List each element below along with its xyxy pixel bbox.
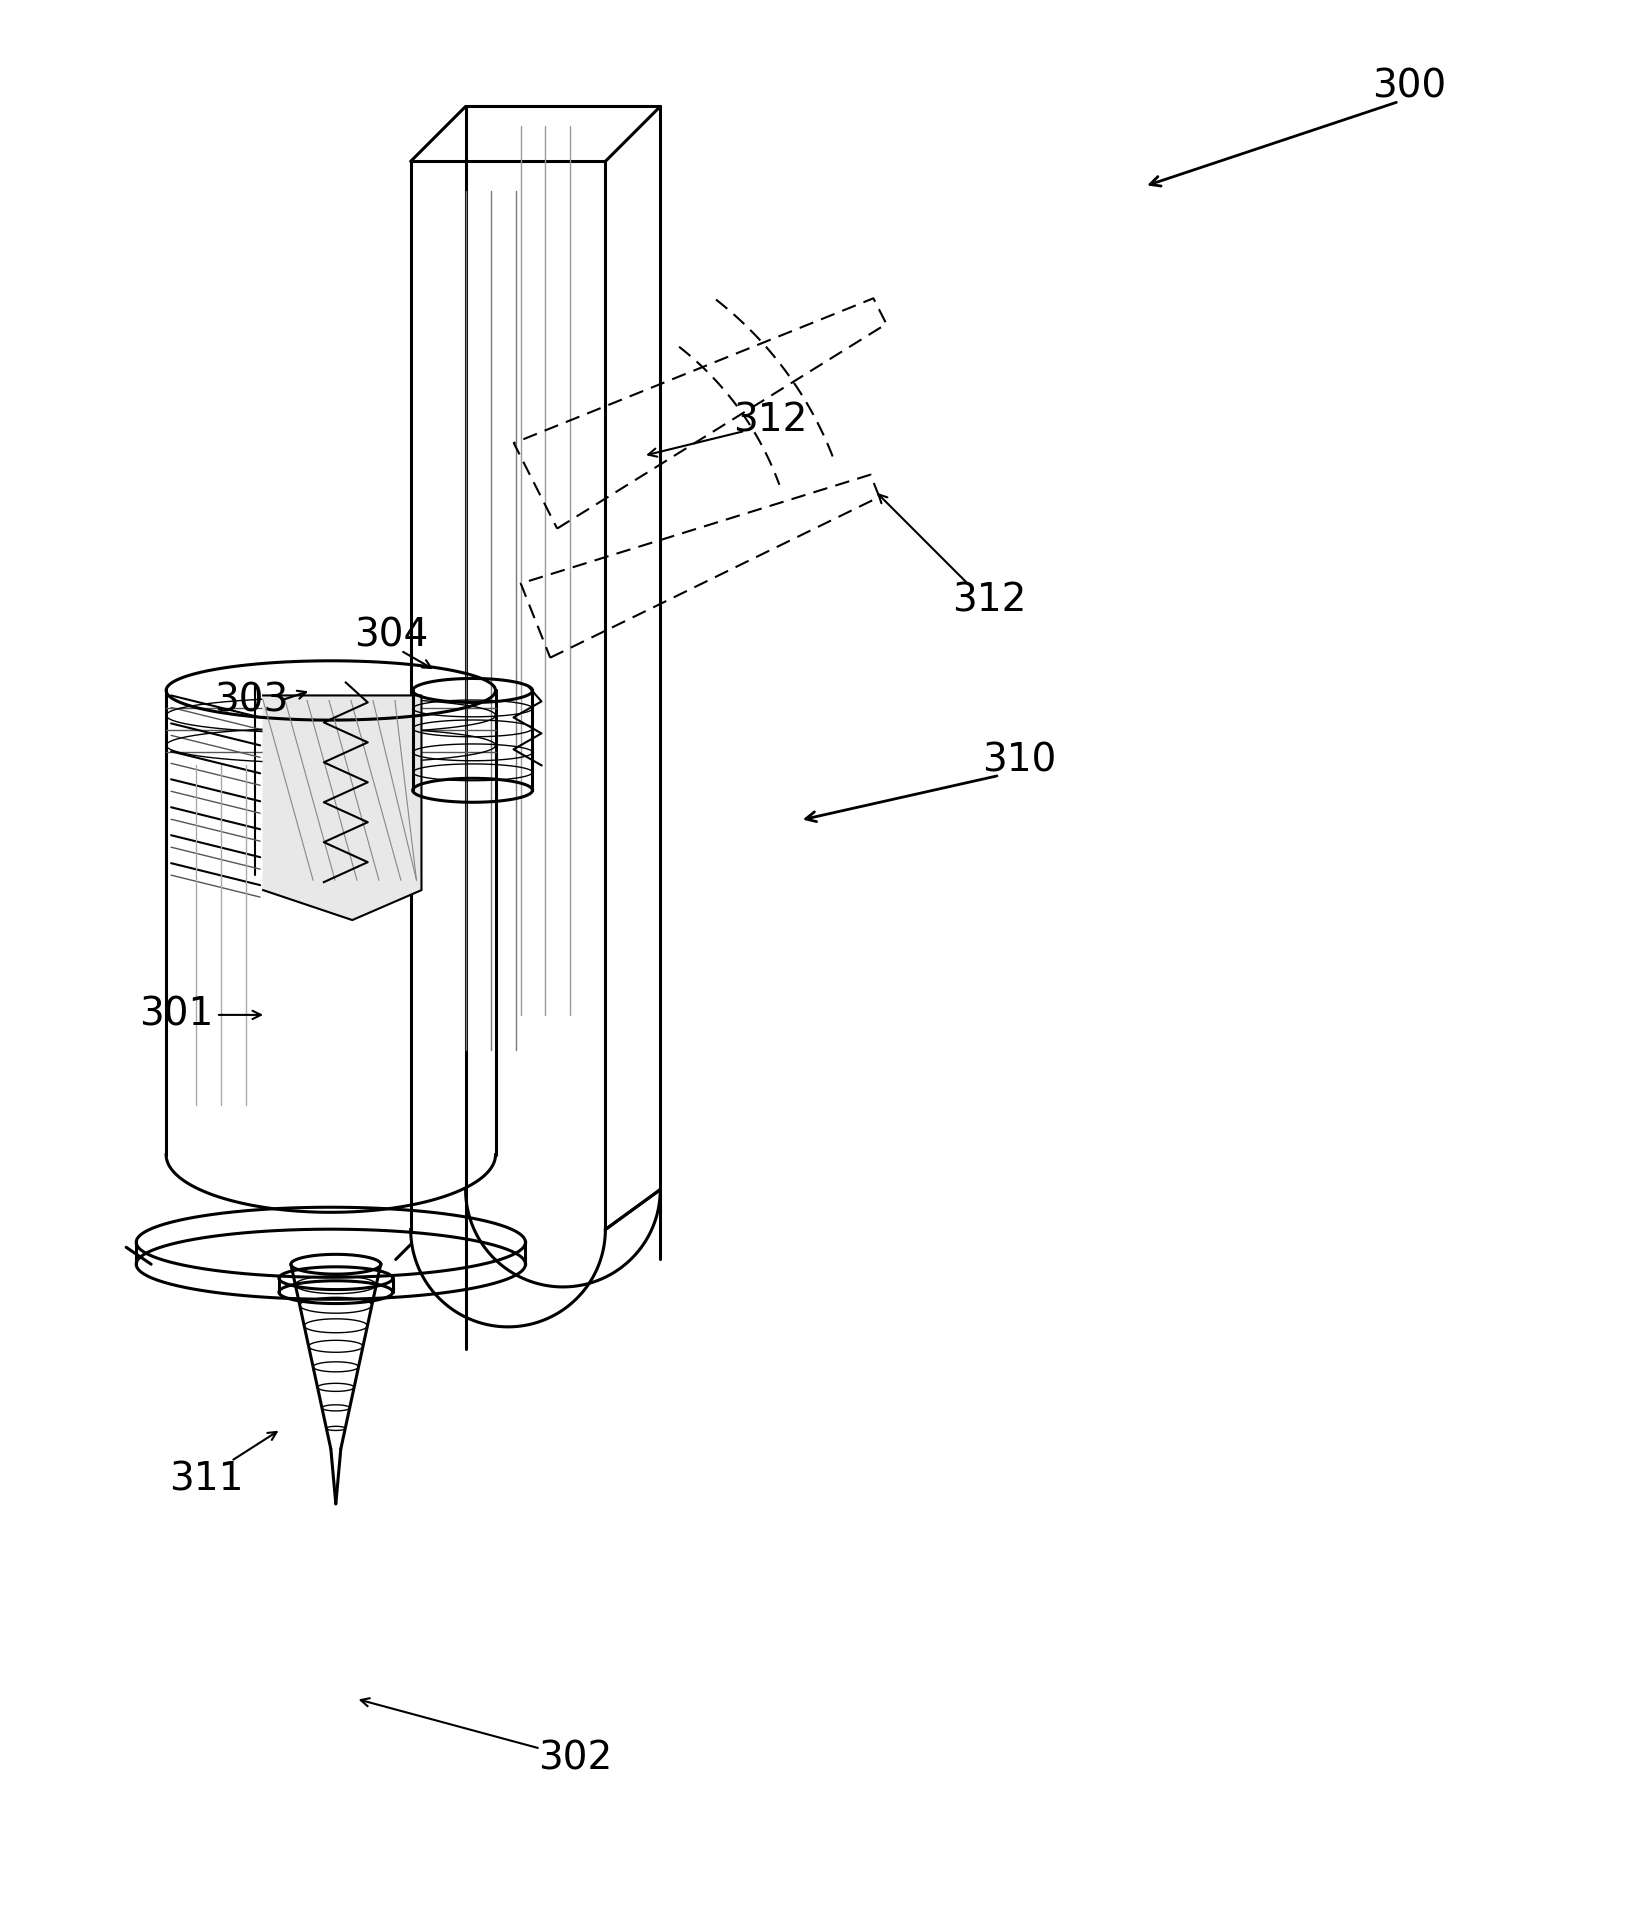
Text: 304: 304: [354, 616, 427, 654]
Text: 300: 300: [1372, 67, 1446, 105]
Polygon shape: [263, 696, 421, 920]
Text: 312: 312: [733, 402, 808, 440]
Text: 312: 312: [952, 582, 1027, 620]
Text: 311: 311: [169, 1460, 244, 1498]
Text: 301: 301: [138, 997, 213, 1033]
Text: 302: 302: [538, 1739, 613, 1777]
Text: 303: 303: [214, 681, 288, 719]
Text: 310: 310: [983, 742, 1056, 779]
